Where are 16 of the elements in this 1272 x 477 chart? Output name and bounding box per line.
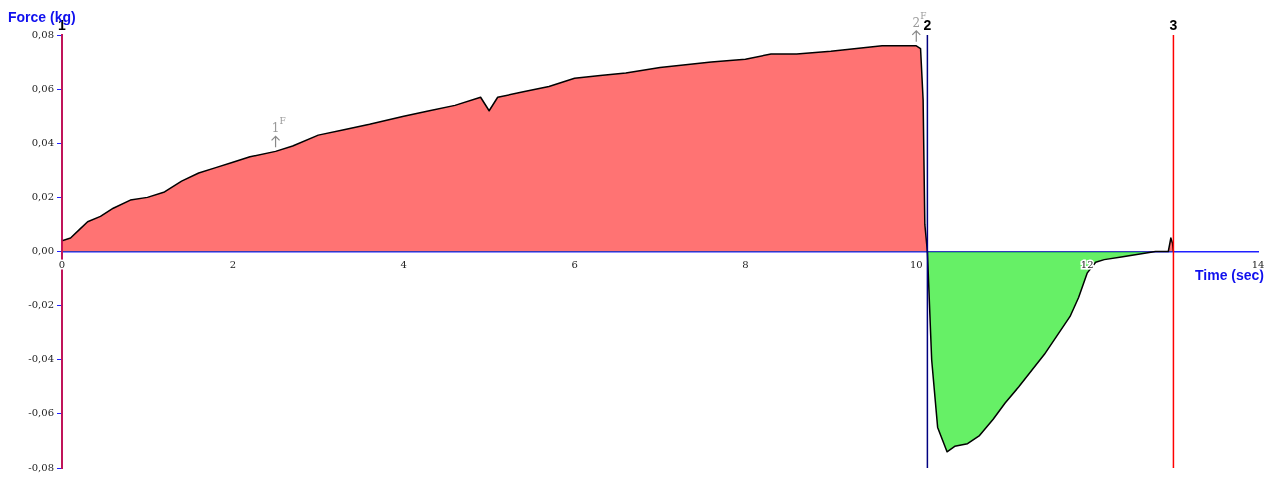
x-tick-label: 8 [742,259,749,271]
x-tick-label: 6 [571,259,578,271]
y-tick-label: -0,08 [28,461,54,473]
y-tick-label: -0,06 [28,407,54,419]
y-tick-label: 0,06 [31,82,54,94]
x-tick-label: 2 [229,259,237,271]
x-tick-label: 12 [1080,259,1094,271]
x-tick-label: 10 [909,259,923,271]
x-tick-label: 4 [400,259,407,271]
y-tick-label: 0,04 [31,136,54,148]
y-tick-label: 0,02 [31,190,54,202]
y-tick-label: 0,00 [31,245,54,257]
annotation: 3 [1169,16,1178,33]
y-tick-label: -0,04 [28,353,54,365]
y-tick-label: -0,02 [28,299,54,311]
y-tick-label: 0,08 [31,28,54,40]
